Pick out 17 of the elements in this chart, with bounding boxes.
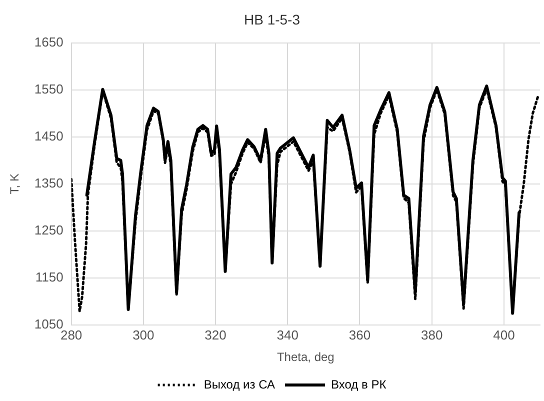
legend-label: Вход в РК — [331, 377, 386, 392]
y-tick-label: 1550 — [34, 81, 64, 96]
y-tick-label: 1450 — [34, 128, 64, 144]
x-tick-label: 400 — [493, 327, 515, 342]
x-tick-label: 300 — [132, 327, 154, 342]
y-tick-label: 1350 — [34, 175, 64, 190]
y-tick-label: 1150 — [35, 270, 64, 285]
y-tick-label: 1650 — [34, 34, 64, 50]
y-tick-label: 1250 — [34, 222, 64, 238]
chart-title: НВ 1-5-3 — [244, 11, 300, 28]
y-axis-title: T, K — [8, 174, 22, 194]
x-tick-label: 360 — [348, 327, 371, 342]
x-tick-label: 340 — [276, 327, 298, 342]
legend-label: Выход из СА — [204, 377, 276, 392]
x-axis-title: Theta, deg — [276, 350, 334, 364]
x-tick-label: 380 — [420, 327, 443, 342]
x-tick-label: 320 — [204, 327, 226, 342]
